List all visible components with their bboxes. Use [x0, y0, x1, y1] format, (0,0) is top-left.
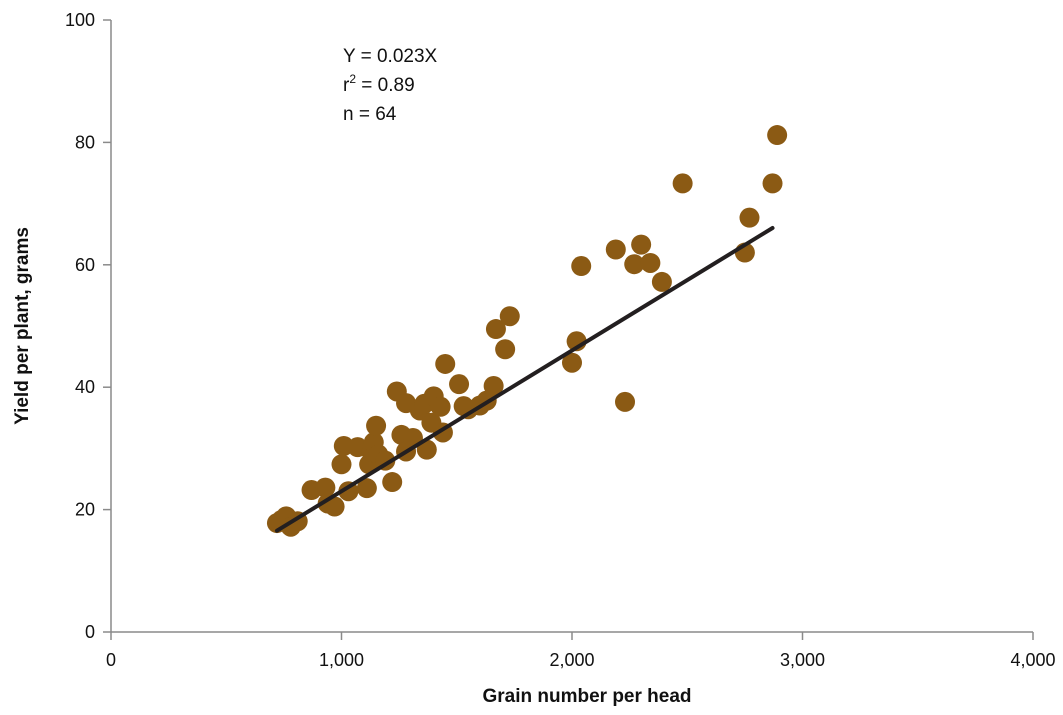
x-tick-label: 2,000: [549, 650, 594, 670]
data-point: [356, 478, 377, 499]
y-tick-label: 60: [75, 255, 95, 275]
y-tick-label: 40: [75, 377, 95, 397]
data-point: [767, 125, 788, 146]
data-point: [382, 472, 403, 493]
data-point: [366, 415, 387, 436]
data-point: [449, 374, 470, 395]
y-tick-label: 0: [85, 622, 95, 642]
y-tick-label: 100: [65, 10, 95, 30]
data-point: [485, 319, 506, 340]
data-point: [562, 352, 582, 373]
data-point: [315, 477, 336, 498]
x-tick-label: 0: [106, 650, 116, 670]
equation-annotation: Y = 0.023X: [343, 46, 438, 67]
data-point: [499, 306, 520, 327]
data-point: [416, 439, 437, 460]
tick-labels: 0 20 40 60 80 100 0 1,000 2,000 3,000 4,000: [65, 10, 1056, 670]
data-point: [571, 256, 592, 277]
data-point: [605, 239, 626, 260]
data-point: [331, 454, 352, 475]
x-tick-label: 4,000: [1010, 650, 1055, 670]
data-point: [495, 339, 516, 360]
data-point: [430, 396, 451, 417]
data-point: [739, 207, 760, 228]
r-squared-annotation: r2 = 0.89: [343, 72, 415, 96]
x-tick-label: 1,000: [319, 650, 364, 670]
x-axis-title: Grain number per head: [482, 686, 691, 707]
axes: [103, 19, 1034, 640]
data-point: [624, 254, 645, 275]
regression-line: [274, 226, 775, 533]
data-point: [651, 271, 672, 292]
data-point: [615, 391, 636, 412]
data-point: [762, 173, 783, 194]
data-point: [640, 252, 661, 273]
y-tick-label: 20: [75, 500, 95, 520]
r-squared-exponent: 2: [349, 72, 356, 86]
x-tick-label: 3,000: [780, 650, 825, 670]
n-annotation: n = 64: [343, 104, 397, 125]
data-point: [631, 234, 652, 255]
r-squared-value: = 0.89: [356, 75, 415, 96]
data-points: [266, 125, 788, 537]
data-point: [435, 353, 456, 374]
data-point: [672, 173, 693, 194]
y-axis-title: Yield per plant, grams: [12, 227, 33, 425]
data-point: [483, 375, 504, 396]
y-tick-label: 80: [75, 132, 95, 152]
data-point: [324, 496, 345, 517]
r-squared-base: r: [343, 75, 350, 96]
trendline-group: [274, 226, 775, 533]
